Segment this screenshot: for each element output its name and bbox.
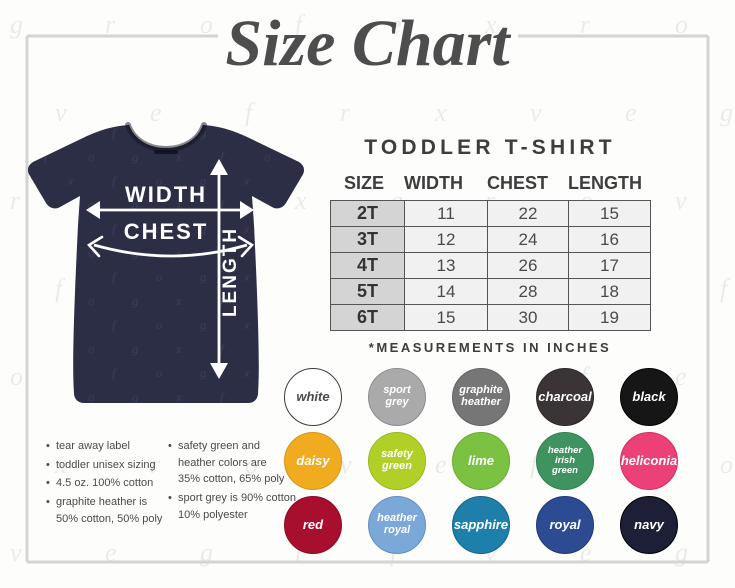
svg-text:o: o [156,365,163,380]
svg-text:x: x [175,341,182,356]
svg-text:x: x [67,125,74,140]
svg-text:x: x [67,221,74,236]
svg-text:x: x [243,317,250,332]
svg-text:f: f [44,341,50,356]
svg-text:LENGTH: LENGTH [220,227,241,317]
svg-text:x: x [175,389,182,404]
svg-text:x: x [243,269,250,284]
svg-text:o: o [264,389,271,404]
svg-text:g: g [200,365,207,380]
svg-text:g: g [132,149,139,164]
svg-text:x: x [243,173,250,188]
svg-text:o: o [264,197,271,212]
svg-text:o: o [264,245,271,260]
svg-text:o: o [156,125,163,140]
svg-text:x: x [67,173,74,188]
svg-text:o: o [156,269,163,284]
svg-text:o: o [264,341,271,356]
svg-text:x: x [67,269,74,284]
svg-text:g: g [24,365,31,380]
svg-text:o: o [88,389,95,404]
svg-text:CHEST: CHEST [124,219,209,244]
svg-text:o: o [156,317,163,332]
svg-text:g: g [132,293,139,308]
svg-text:f: f [44,245,50,260]
svg-text:g: g [24,269,31,284]
svg-text:x: x [175,245,182,260]
svg-text:x: x [175,293,182,308]
svg-text:g: g [24,317,31,332]
svg-text:g: g [200,269,207,284]
svg-text:o: o [88,149,95,164]
svg-text:g: g [24,173,31,188]
svg-text:x: x [67,317,74,332]
svg-text:o: o [264,149,271,164]
svg-text:f: f [44,389,50,404]
svg-text:g: g [24,125,31,140]
svg-text:o: o [88,293,95,308]
svg-text:o: o [264,293,271,308]
svg-text:o: o [88,341,95,356]
svg-text:f: f [44,293,50,308]
svg-text:g: g [132,341,139,356]
svg-text:g: g [132,389,139,404]
svg-text:g: g [24,221,31,236]
svg-text:WIDTH: WIDTH [125,182,207,207]
svg-text:x: x [243,365,250,380]
svg-text:g: g [200,317,207,332]
svg-text:x: x [243,221,250,236]
